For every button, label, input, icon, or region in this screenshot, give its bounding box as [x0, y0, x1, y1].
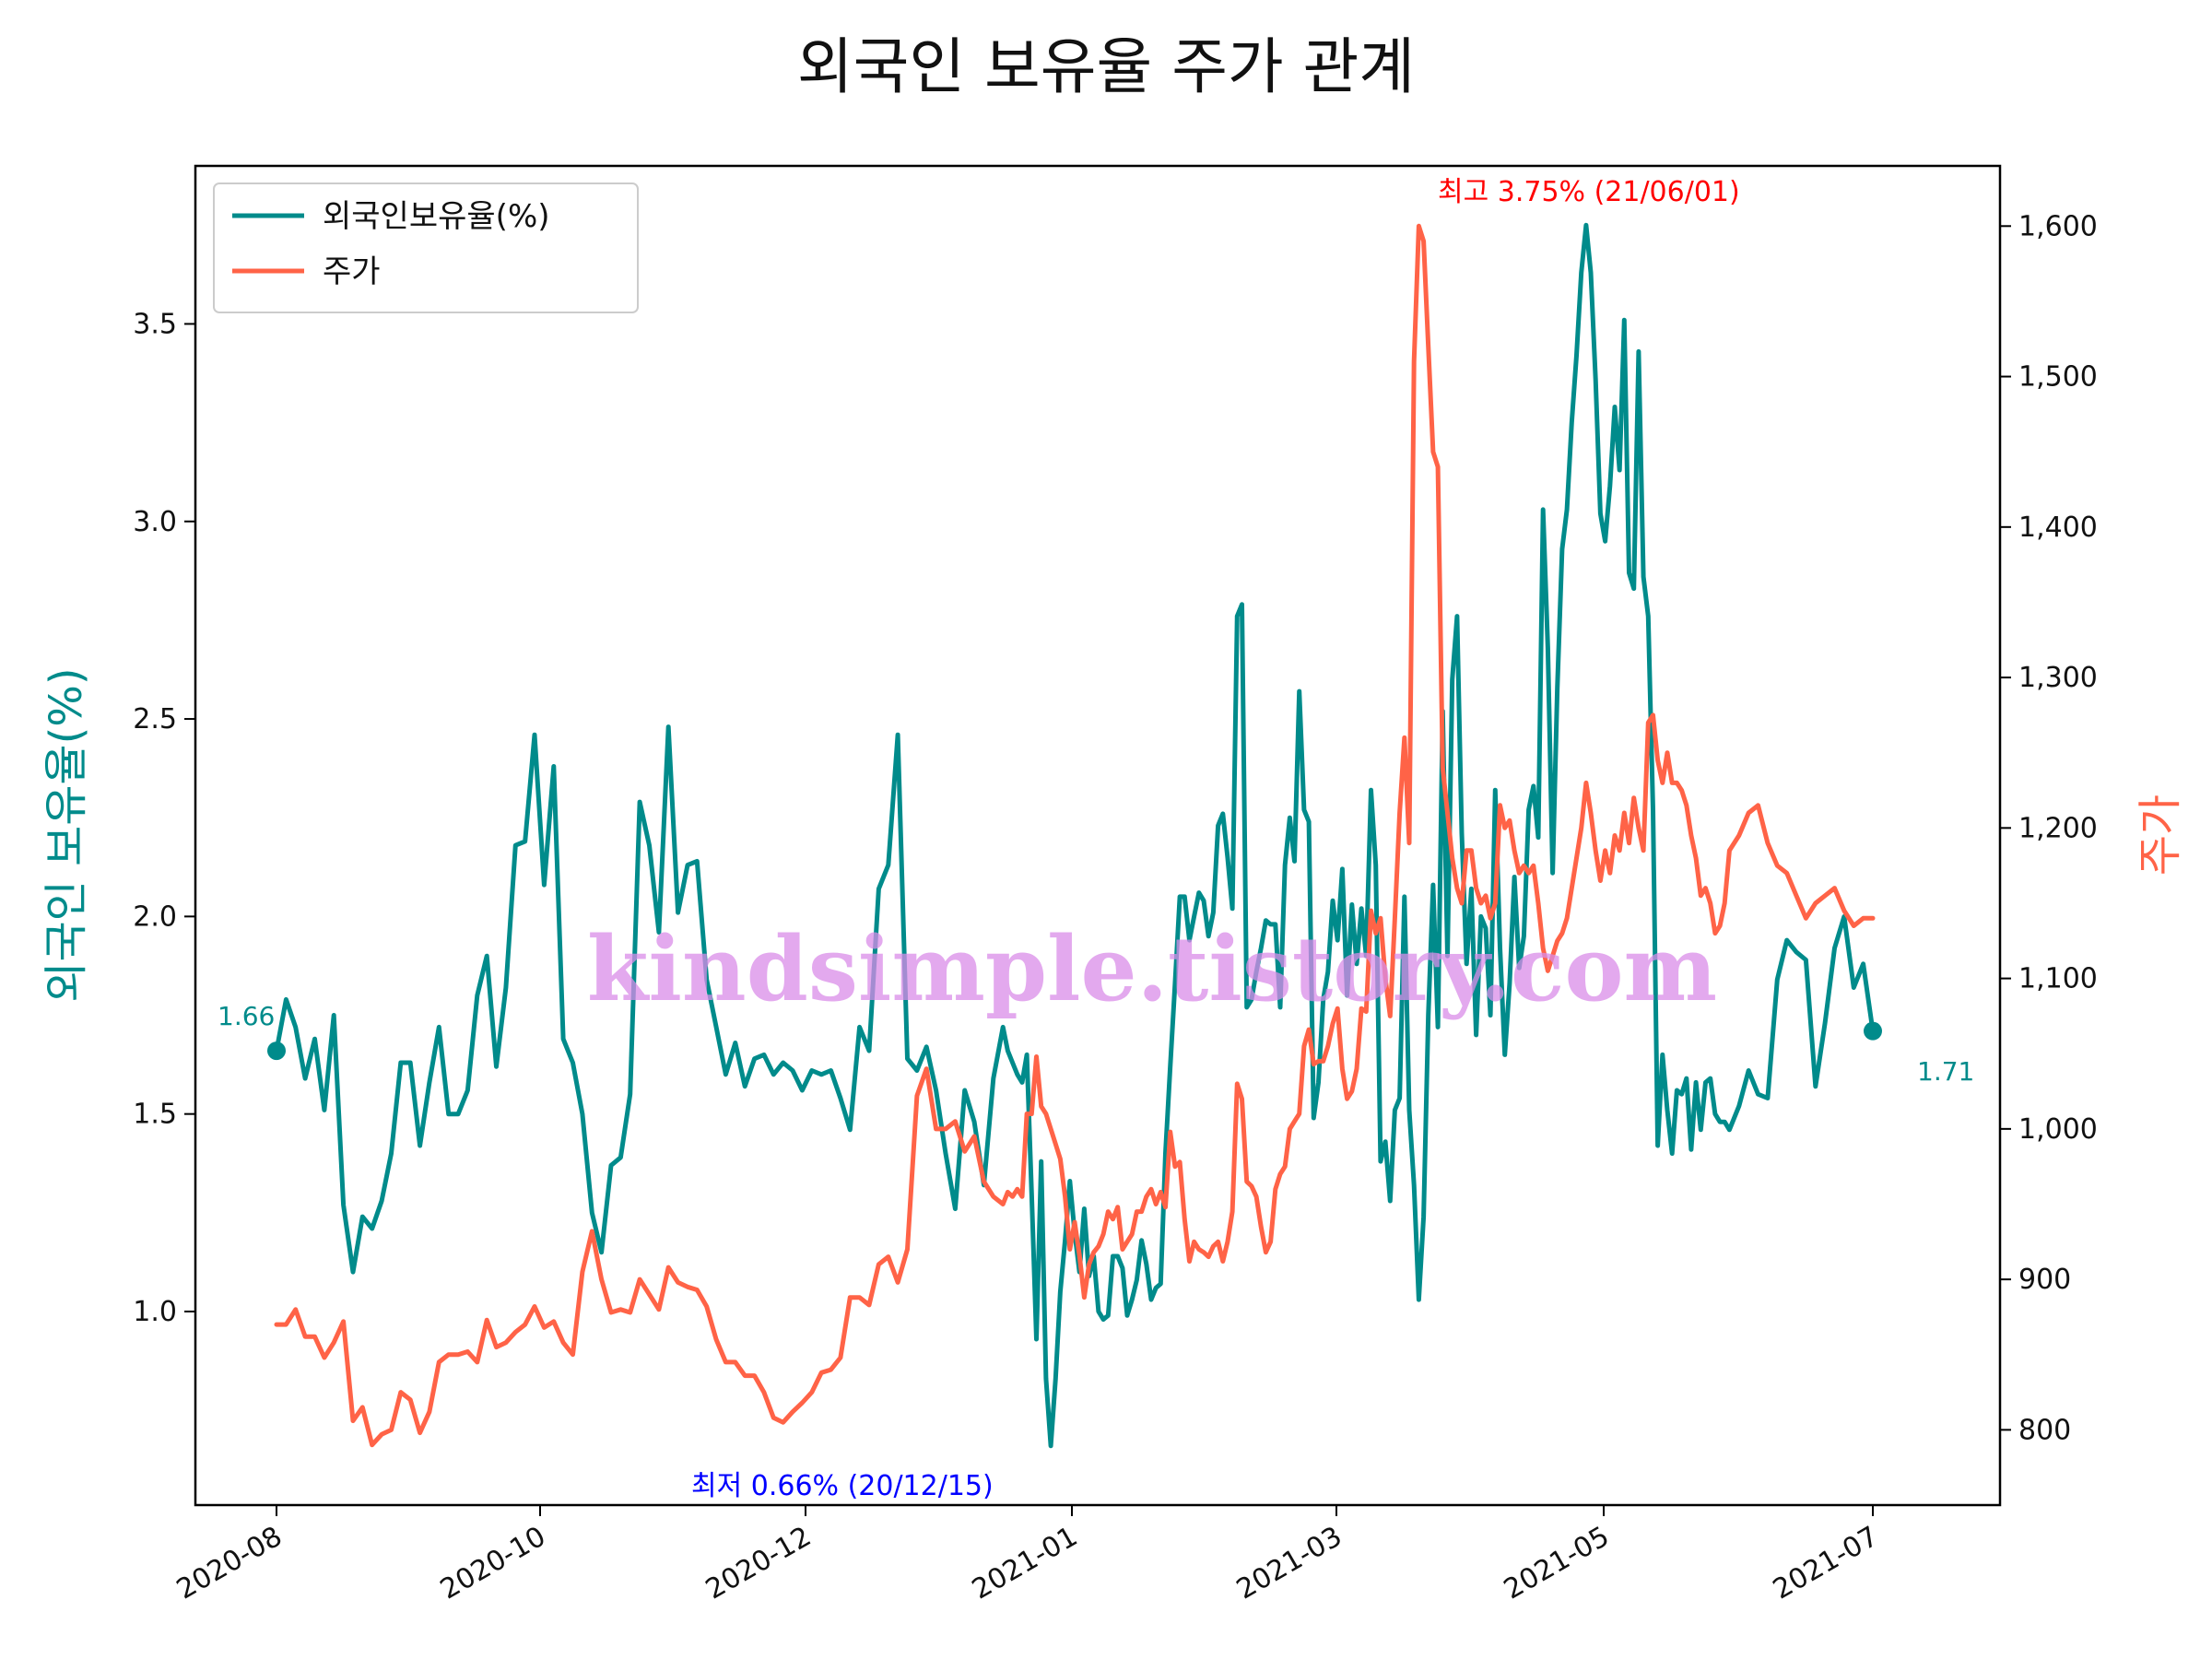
- line-foreign-ratio: [274, 222, 1876, 1449]
- watermark-text: kindsimple.tistory.com: [587, 917, 1717, 1021]
- min-annotation: 최저 0.66% (20/12/15): [691, 1470, 994, 1502]
- x-axis: 2020-08 2020-10 2020-12 2021-01 2021-03 2021-…: [171, 1505, 1884, 1606]
- right-tick-label: 1,500: [2018, 361, 2098, 394]
- right-tick-label: 900: [2018, 1264, 2071, 1296]
- chart-title: 외국인 보유율 주가 관계: [797, 31, 1415, 102]
- right-tick-label: 1,000: [2018, 1113, 2098, 1146]
- x-tick-label: 2020-08: [171, 1521, 288, 1606]
- series-lines: [267, 222, 1882, 1449]
- right-tick-label: 1,100: [2018, 963, 2098, 995]
- y-axis-label-left: 외국인 보유율(%): [41, 667, 92, 1002]
- start-value-label: 1.66: [218, 1001, 275, 1031]
- right-axis: 800 900 1,000 1,100 1,200 1,300 1,400 1,500 1,60…: [2000, 210, 2098, 1446]
- end-point-marker: [1864, 1021, 1882, 1041]
- line-stock-price: [274, 223, 1876, 1448]
- max-annotation: 최고 3.75% (21/06/01): [1438, 176, 1740, 208]
- right-tick-label: 1,200: [2018, 812, 2098, 844]
- left-tick-label: 1.0: [133, 1296, 177, 1328]
- left-tick-label: 2.0: [133, 900, 177, 933]
- right-tick-label: 1,400: [2018, 512, 2098, 544]
- right-tick-label: 1,300: [2018, 662, 2098, 694]
- legend: 외국인보유율(%) 주가: [213, 182, 639, 313]
- legend-label-price: 주가: [323, 253, 381, 290]
- x-tick-label: 2021-03: [1231, 1521, 1347, 1606]
- legend-label-foreign: 외국인보유율(%): [323, 198, 550, 235]
- annotations: 최고 3.75% (21/06/01) 최저 0.66% (20/12/15) …: [218, 176, 1974, 1502]
- x-tick-label: 2021-05: [1499, 1521, 1615, 1606]
- right-tick-label: 800: [2018, 1414, 2071, 1446]
- end-value-label: 1.71: [1917, 1056, 1974, 1087]
- right-tick-label: 1,600: [2018, 210, 2098, 242]
- left-axis: 1.0 1.5 2.0 2.5 3.0 3.5: [133, 308, 195, 1328]
- x-tick-label: 2021-07: [1768, 1521, 1884, 1606]
- left-tick-label: 2.5: [133, 703, 177, 735]
- left-tick-label: 3.5: [133, 308, 177, 340]
- x-tick-label: 2020-10: [435, 1521, 551, 1606]
- left-tick-label: 1.5: [133, 1099, 177, 1131]
- legend-box: [213, 182, 639, 313]
- left-tick-label: 3.0: [133, 506, 177, 538]
- start-point-marker: [267, 1041, 286, 1061]
- x-tick-label: 2020-12: [700, 1521, 817, 1606]
- x-tick-label: 2021-01: [967, 1521, 1083, 1606]
- y-axis-label-right: 주가: [2135, 794, 2186, 876]
